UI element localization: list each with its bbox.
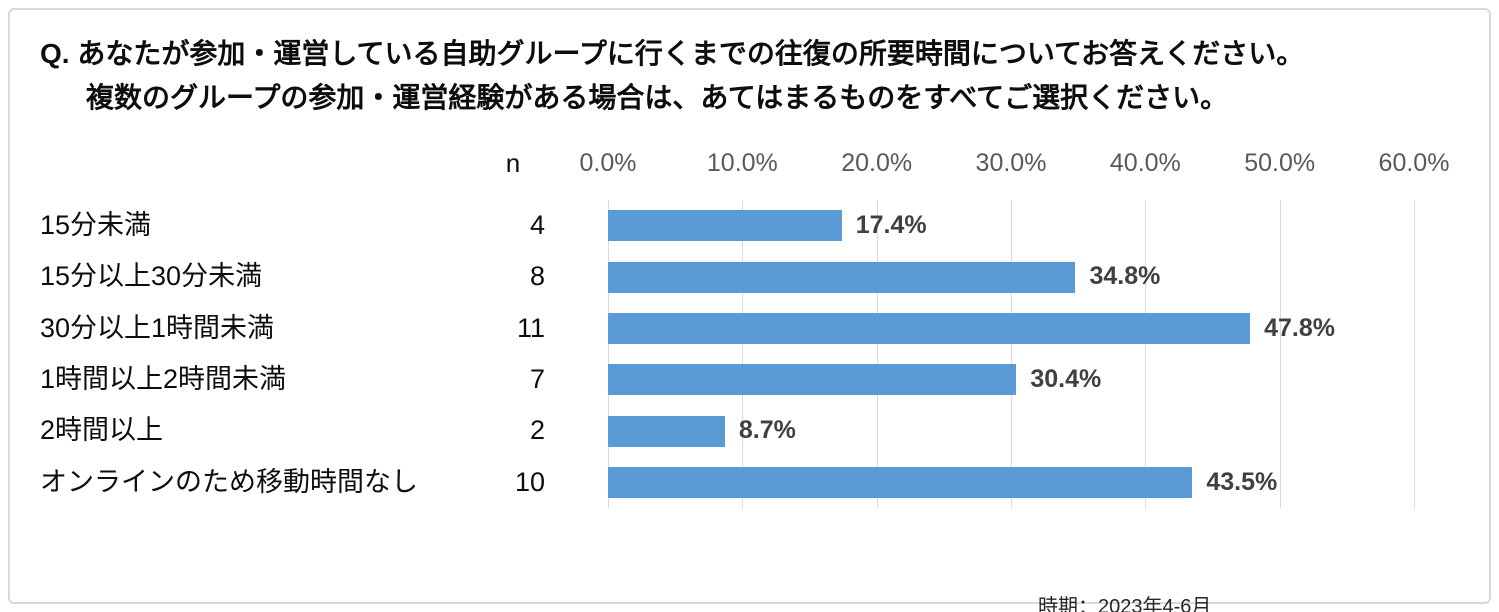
value-label: 34.8% (1089, 262, 1161, 291)
category-label: 30分以上1時間未満 (40, 312, 275, 343)
survey-notes: 時期：2023年4-6月 対象：自助グループへの参加・運営経験のある方 n=23 (1038, 530, 1499, 612)
panel-border (8, 8, 1491, 604)
bar (608, 364, 1017, 396)
value-label: 47.8% (1264, 313, 1335, 342)
x-axis: 0.0% 10.0% 20.0% 30.0% 40.0% 50.0% 60.0% (580, 142, 1450, 184)
gridline (1011, 200, 1012, 508)
plot-area (608, 200, 1415, 508)
value-label: 8.7% (738, 416, 796, 445)
n-value: 10 (514, 466, 545, 497)
n-value: 4 (529, 210, 545, 240)
gridline (876, 200, 878, 508)
value-label: 17.4% (855, 211, 927, 239)
x-axis-tick-label: 60.0% (1378, 149, 1450, 177)
x-axis-tick-label: 20.0% (841, 149, 913, 177)
x-axis-tick-label: 10.0% (706, 149, 778, 177)
n-value: 8 (529, 261, 545, 292)
gridline (608, 200, 609, 508)
value-label: 43.5% (1206, 467, 1278, 496)
value-label: 30.4% (1030, 365, 1102, 393)
n-value: 7 (529, 364, 545, 394)
question-title-line2: 複数のグループの参加・運営経験がある場合は、あてはまるものをすべてご選択ください… (86, 82, 1229, 113)
survey-period: 時期：2023年4-6月 (1038, 596, 1212, 612)
gridline (1145, 200, 1147, 508)
bar (608, 312, 1251, 344)
n-column-header: n (505, 148, 521, 178)
category-label: 15分以上30分未満 (40, 261, 263, 292)
question-title: Q. あなたが参加・運営している自助グループに行くまでの往復の所要時間についてお… (40, 32, 1304, 120)
bar-chart: n 0.0% 10.0% 20.0% 30.0% 40.0% 50.0% 60.0% 15分… (38, 148, 1478, 508)
x-axis-tick-label: 0.0% (579, 149, 637, 177)
category-label: 1時間以上2時間未満 (40, 364, 287, 394)
n-value: 2 (529, 415, 545, 446)
x-axis-tick-label: 30.0% (975, 149, 1047, 177)
x-axis-tick-label: 40.0% (1109, 149, 1181, 177)
bar (608, 466, 1193, 498)
category-label: 15分未満 (40, 210, 152, 240)
gridline (1279, 200, 1281, 508)
bar (608, 415, 725, 447)
gridline (1414, 200, 1415, 508)
question-title-line1: Q. あなたが参加・運営している自助グループに行くまでの往復の所要時間についてお… (40, 38, 1305, 69)
gridline (742, 200, 744, 508)
bar (608, 210, 842, 242)
category-label: 2時間以上 (40, 415, 164, 446)
category-label: オンラインのため移動時間なし (40, 466, 418, 497)
bar (608, 261, 1076, 293)
x-axis-tick-label: 50.0% (1244, 149, 1316, 177)
n-value: 11 (516, 312, 545, 343)
